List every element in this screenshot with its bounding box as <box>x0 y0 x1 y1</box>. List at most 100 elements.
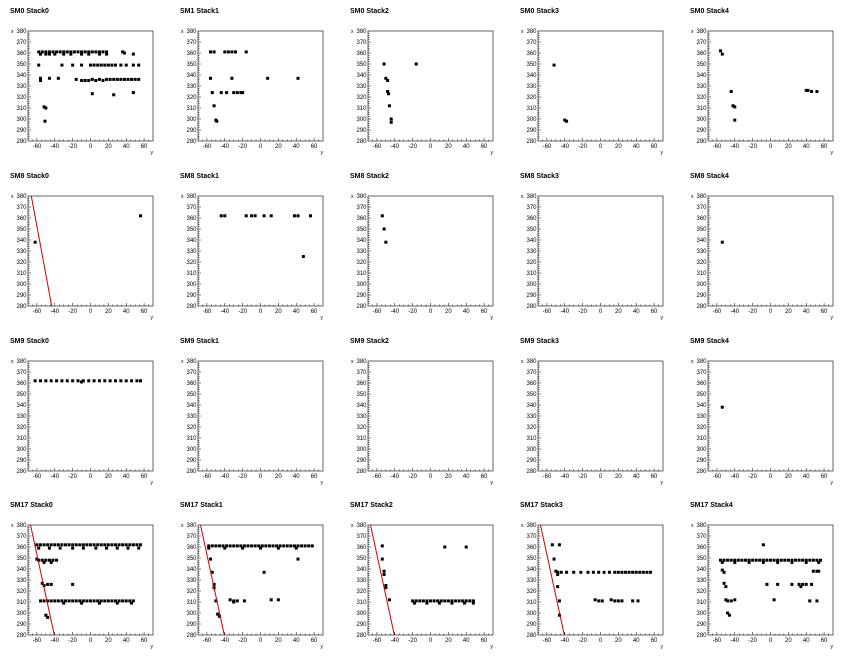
y-tick-label: 320 <box>16 260 27 266</box>
y-tick-label: 360 <box>526 51 537 57</box>
data-point <box>42 543 46 547</box>
y-tick-label: 380 <box>16 29 27 35</box>
data-point <box>64 599 67 603</box>
data-point <box>128 599 132 603</box>
y-tick-label: 340 <box>356 403 367 409</box>
data-point <box>253 214 257 218</box>
data-point <box>47 52 51 56</box>
x-tick-label: 60 <box>141 144 148 150</box>
x-axis-label: y <box>321 150 324 156</box>
x-tick-label: 20 <box>105 638 112 644</box>
x-tick-label: 60 <box>821 474 828 480</box>
data-point <box>597 599 601 603</box>
data-point <box>44 379 48 383</box>
data-point <box>40 50 44 54</box>
data-point <box>720 568 724 572</box>
data-point <box>389 117 393 121</box>
data-point <box>137 546 141 550</box>
data-point <box>380 214 384 218</box>
y-tick-label: 370 <box>696 534 707 540</box>
y-tick-label: 290 <box>526 128 537 134</box>
data-point <box>223 50 227 54</box>
data-point <box>83 79 87 82</box>
data-point <box>209 76 212 80</box>
panel-plot: SM0 Stack2 -60 -40 -20 0 20 40 60 280 290 300 310 32… <box>350 8 494 156</box>
panel-plot: SM17 Stack3 -60 -40 -20 0 20 40 60 280 290 300 310 3… <box>520 502 664 650</box>
data-point <box>87 50 91 54</box>
data-point <box>384 584 388 587</box>
data-point <box>117 543 121 547</box>
x-tick-label: 40 <box>803 474 810 480</box>
y-tick-label: 290 <box>696 293 707 299</box>
y-tick-label: 330 <box>186 578 197 584</box>
x-tick-label: -60 <box>33 309 42 315</box>
data-point <box>56 543 60 547</box>
panel-sm9-stack2: SM9 Stack2 -60 -40 -20 0 20 40 60 280 290 300 310 32… <box>350 335 520 499</box>
panel-title: SM0 Stack2 <box>350 8 389 15</box>
data-point <box>71 543 75 547</box>
data-point <box>80 63 84 67</box>
data-point <box>210 570 214 574</box>
data-point <box>137 77 141 81</box>
y-tick-label: 380 <box>526 523 537 529</box>
data-point <box>139 379 142 383</box>
y-tick-label: 320 <box>356 95 367 101</box>
x-tick-label: 20 <box>445 309 452 315</box>
data-point <box>384 586 388 590</box>
data-point <box>786 558 790 562</box>
x-tick-label: 0 <box>259 638 263 644</box>
x-tick-label: 60 <box>821 638 828 644</box>
data-point <box>754 558 758 562</box>
data-point <box>282 544 286 548</box>
y-tick-label: 300 <box>356 282 367 288</box>
x-tick-label: -40 <box>730 309 739 315</box>
data-point <box>285 544 289 548</box>
data-point <box>103 379 107 383</box>
data-point <box>92 63 96 67</box>
y-tick-label: 280 <box>186 469 197 475</box>
x-tick-label: 0 <box>599 474 603 480</box>
y-tick-label: 360 <box>186 545 197 551</box>
y-tick-label: 300 <box>696 611 707 617</box>
data-point <box>631 570 635 574</box>
y-tick-label: 350 <box>186 392 197 398</box>
data-point <box>85 543 89 547</box>
data-point <box>794 558 797 562</box>
panel-plot: SM9 Stack0 -60 -40 -20 0 20 40 60 280 290 300 310 32… <box>10 338 154 486</box>
data-point <box>720 405 724 409</box>
data-point <box>454 599 457 603</box>
x-tick-label: 40 <box>123 144 130 150</box>
data-point <box>81 546 85 550</box>
data-point <box>76 379 80 383</box>
data-point <box>53 543 57 547</box>
y-tick-label: 310 <box>696 106 707 112</box>
data-point <box>225 91 229 95</box>
y-tick-label: 320 <box>696 260 707 266</box>
data-point <box>44 106 48 110</box>
x-tick-label: 20 <box>785 309 792 315</box>
data-point <box>131 91 135 95</box>
y-tick-label: 380 <box>526 359 537 365</box>
data-point <box>33 379 37 383</box>
data-point <box>126 77 130 81</box>
y-tick-label: 320 <box>526 425 537 431</box>
x-tick-label: -40 <box>730 144 739 150</box>
data-point <box>556 585 560 589</box>
y-axis-label: x <box>181 29 184 35</box>
y-tick-label: 340 <box>696 238 707 244</box>
y-axis-label: x <box>11 29 14 35</box>
x-tick-label: -40 <box>560 638 569 644</box>
y-tick-label: 340 <box>16 567 27 573</box>
x-axis-label: y <box>661 480 664 486</box>
panel-plot: SM9 Stack1 -60 -40 -20 0 20 40 60 280 290 300 310 32… <box>180 338 324 486</box>
plot-frame <box>707 195 834 307</box>
y-tick-label: 310 <box>356 271 367 277</box>
panel-plot: SM0 Stack3 -60 -40 -20 0 20 40 60 280 290 300 310 32… <box>520 8 664 156</box>
x-tick-label: -60 <box>543 474 552 480</box>
data-point <box>382 569 386 573</box>
data-point <box>47 546 51 550</box>
y-tick-label: 320 <box>356 260 367 266</box>
y-tick-label: 320 <box>696 425 707 431</box>
data-point <box>99 543 103 547</box>
data-point <box>114 599 117 603</box>
